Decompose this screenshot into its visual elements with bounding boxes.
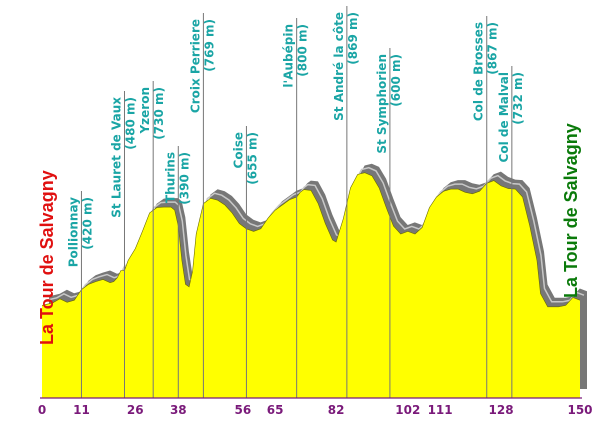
waypoint-name-5: Coise xyxy=(231,132,245,168)
waypoint-elev-3: (390 m) xyxy=(177,152,191,205)
waypoint-name-1: St Lauret de Vaux xyxy=(110,97,124,218)
waypoint-elev-8: (600 m) xyxy=(389,54,403,107)
waypoint-name-3: Thurins xyxy=(163,152,177,203)
waypoint-elev-6: (800 m) xyxy=(296,24,310,77)
waypoint-name-7: St André la côte xyxy=(332,12,346,121)
x-tick-label-11: 11 xyxy=(73,403,90,417)
waypoint-name-2: Yzeron xyxy=(138,87,152,135)
x-tick-label-102: 102 xyxy=(395,403,420,417)
x-tick-label-150: 150 xyxy=(567,403,592,417)
x-tick-label-65: 65 xyxy=(267,403,284,417)
x-tick-label-82: 82 xyxy=(328,403,345,417)
waypoint-elev-2: (730 m) xyxy=(152,87,166,140)
x-tick-label-56: 56 xyxy=(235,403,252,417)
end-label: La Tour de Salvagny xyxy=(561,123,581,298)
waypoint-elev-7: (869 m) xyxy=(346,12,360,65)
elevation-area xyxy=(42,172,580,398)
waypoint-elev-10: (732 m) xyxy=(511,72,525,125)
waypoint-elev-9: (867 m) xyxy=(486,22,500,75)
waypoint-name-4: Croix Perriere xyxy=(188,19,202,113)
x-tick-label-0: 0 xyxy=(38,403,46,417)
waypoint-elev-0: (420 m) xyxy=(81,197,95,250)
waypoint-name-10: Col de Malval xyxy=(497,72,511,162)
waypoint-name-0: Pollionnay xyxy=(67,197,81,267)
waypoint-name-9: Col de Brosses xyxy=(472,22,486,121)
x-tick-label-111: 111 xyxy=(428,403,453,417)
start-label: La Tour de Salvagny xyxy=(37,170,57,345)
waypoint-name-8: St Symphorien xyxy=(375,54,389,154)
x-tick-label-38: 38 xyxy=(170,403,187,417)
waypoint-elev-1: (480 m) xyxy=(124,97,138,150)
x-tick-label-128: 128 xyxy=(489,403,514,417)
x-tick-label-26: 26 xyxy=(127,403,144,417)
waypoint-name-6: l'Aubépin xyxy=(282,24,296,88)
waypoint-elev-5: (655 m) xyxy=(245,132,259,185)
waypoint-elev-4: (769 m) xyxy=(202,19,216,72)
